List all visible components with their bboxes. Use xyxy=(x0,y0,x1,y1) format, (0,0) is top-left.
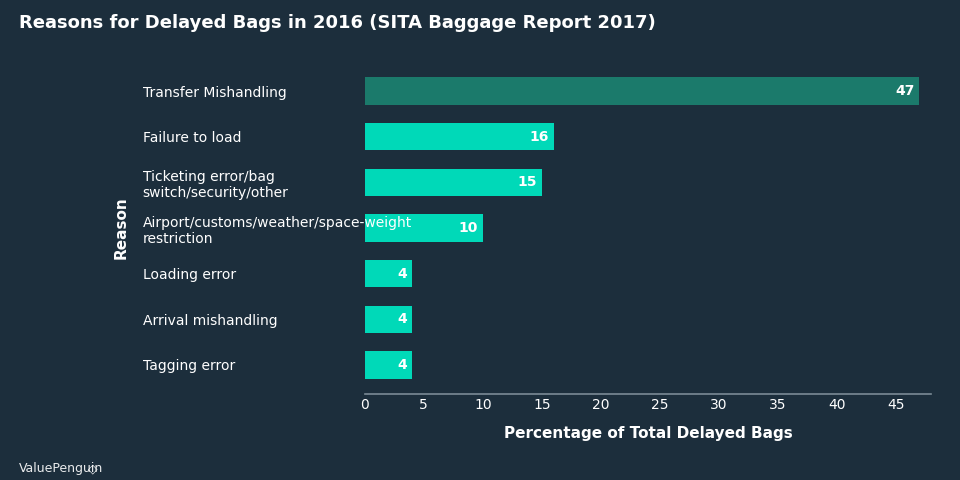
Y-axis label: Reason: Reason xyxy=(113,197,129,259)
Text: 16: 16 xyxy=(530,130,549,144)
Text: 15: 15 xyxy=(517,175,537,190)
Text: Reasons for Delayed Bags in 2016 (SITA Baggage Report 2017): Reasons for Delayed Bags in 2016 (SITA B… xyxy=(19,14,656,33)
Bar xyxy=(365,123,554,150)
Text: 4: 4 xyxy=(397,312,407,326)
X-axis label: Percentage of Total Delayed Bags: Percentage of Total Delayed Bags xyxy=(504,426,792,441)
Bar xyxy=(365,168,541,196)
Text: 10: 10 xyxy=(459,221,478,235)
Bar xyxy=(365,214,483,242)
Bar xyxy=(365,77,920,105)
Text: 4: 4 xyxy=(397,358,407,372)
Text: ValuePenguin: ValuePenguin xyxy=(19,462,104,475)
Bar xyxy=(365,306,412,333)
Bar xyxy=(365,351,412,379)
Bar xyxy=(365,260,412,288)
Text: 47: 47 xyxy=(896,84,915,98)
Text: 4: 4 xyxy=(397,266,407,281)
Text: ◇: ◇ xyxy=(88,462,98,475)
